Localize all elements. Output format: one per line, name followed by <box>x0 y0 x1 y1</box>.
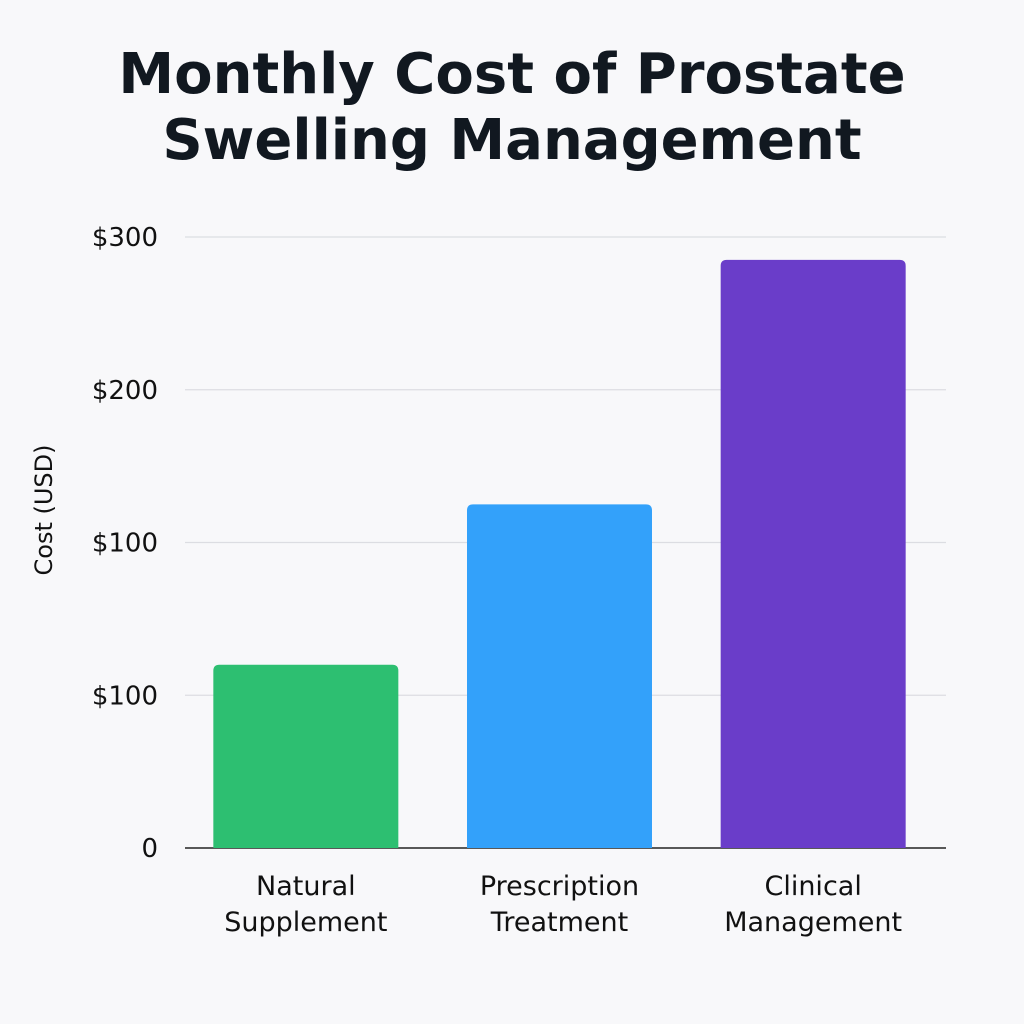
y-tick-label: $300 <box>92 223 158 253</box>
bar <box>720 259 906 849</box>
title-line: Monthly Cost of Prostate <box>118 42 906 107</box>
chart-title: Monthly Cost of Prostate Swelling Manage… <box>0 42 1024 174</box>
bar <box>213 664 399 848</box>
title-line: Swelling Management <box>162 108 862 173</box>
y-tick-label: 0 <box>141 834 158 864</box>
y-axis-label: Cost (USD) <box>30 445 58 576</box>
x-tick-label: Natural <box>256 871 356 902</box>
x-tick-label: Treatment <box>490 907 628 938</box>
x-tick-label: Prescription <box>480 871 639 902</box>
bar <box>467 504 652 848</box>
y-tick-label: $100 <box>92 681 158 711</box>
x-tick-label: Management <box>724 907 902 938</box>
x-tick-label: Supplement <box>224 907 387 938</box>
x-tick-label: Clinical <box>764 871 861 902</box>
y-tick-label: $100 <box>92 529 158 559</box>
y-tick-label: $200 <box>92 376 158 406</box>
